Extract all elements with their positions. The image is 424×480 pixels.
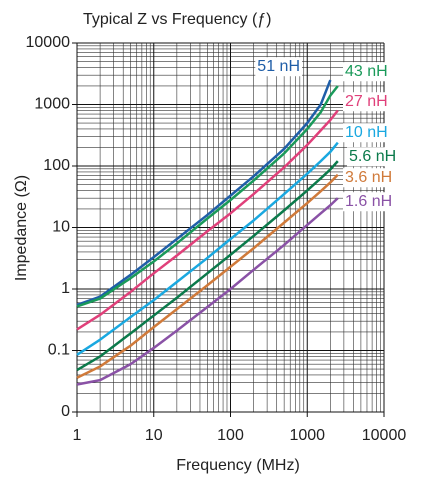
legend-label: 5.6 nH [349,148,396,165]
y-tick-label: 0 [61,403,70,420]
legend-label-bg [343,168,395,188]
series-line [76,85,339,308]
y-tick-label: 0.1 [48,342,70,359]
y-tick-label: 1000 [34,96,70,113]
y-tick-label: 1 [61,280,70,297]
legend-label: 10 nH [345,124,388,141]
legend-label-bg [347,147,399,167]
y-tick-label: 10 [52,219,70,236]
legend-label-bg [343,92,390,112]
x-tick-label: 10 [145,427,163,444]
legend-label-bg [343,192,395,212]
chart-title: Typical Z vs Frequency (ƒ) [83,11,272,28]
x-tick-label: 1000 [289,427,325,444]
legend-label: 3.6 nH [345,169,392,186]
legend-label-bg [343,62,390,82]
legend-label: 1.6 nH [345,193,392,210]
series-line [76,141,339,356]
x-tick-label: 10000 [362,427,407,444]
y-tick-label: 100 [43,157,70,174]
series-line [76,109,339,331]
series-line [76,79,332,307]
legend-label-bg [255,57,302,77]
legend-label: 43 nH [345,63,388,80]
series-line [76,173,339,379]
legend-label-bg [343,123,390,143]
series-line [76,197,339,386]
y-tick-label: 10000 [26,34,71,51]
legend-label: 27 nH [345,93,388,110]
x-axis-label: Frequency (MHz) [176,457,300,474]
legend-label: 51 nH [257,58,300,75]
x-tick-label: 1 [73,427,82,444]
x-tick-label: 100 [217,427,244,444]
series-line [76,160,339,372]
y-axis-label: Impedance (Ω) [13,175,30,281]
